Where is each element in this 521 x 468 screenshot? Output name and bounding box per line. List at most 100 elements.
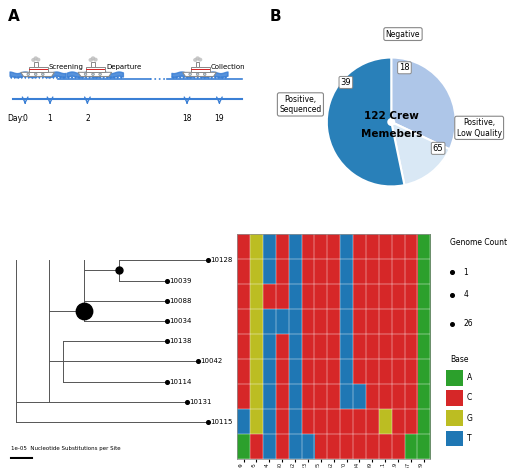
Polygon shape — [210, 76, 214, 79]
Text: 26: 26 — [463, 319, 473, 329]
Text: Memebers: Memebers — [361, 129, 422, 139]
Bar — [446, 431, 463, 446]
Polygon shape — [182, 76, 185, 79]
Circle shape — [27, 73, 30, 75]
Polygon shape — [113, 76, 116, 79]
Polygon shape — [23, 76, 27, 79]
Wedge shape — [327, 58, 404, 186]
Polygon shape — [191, 68, 210, 70]
Polygon shape — [62, 76, 66, 79]
Circle shape — [196, 73, 199, 75]
Polygon shape — [31, 76, 34, 79]
Polygon shape — [224, 76, 228, 79]
Polygon shape — [171, 76, 175, 79]
Bar — [446, 390, 463, 406]
Polygon shape — [91, 62, 95, 66]
Polygon shape — [189, 76, 192, 79]
Text: 18: 18 — [399, 63, 410, 72]
Polygon shape — [98, 76, 102, 79]
Polygon shape — [48, 76, 52, 79]
Polygon shape — [196, 76, 200, 79]
Polygon shape — [78, 76, 81, 79]
Polygon shape — [67, 76, 70, 79]
Polygon shape — [191, 66, 210, 73]
Polygon shape — [55, 76, 58, 79]
Text: 10114: 10114 — [169, 379, 191, 385]
Polygon shape — [203, 76, 206, 79]
Text: 18: 18 — [182, 114, 192, 123]
Text: 4: 4 — [463, 290, 468, 299]
Polygon shape — [95, 76, 98, 79]
Text: 10042: 10042 — [200, 358, 222, 365]
Polygon shape — [183, 73, 216, 76]
Polygon shape — [13, 76, 17, 79]
Polygon shape — [27, 76, 31, 79]
Point — [194, 358, 202, 365]
Text: C: C — [467, 394, 473, 402]
Text: B: B — [269, 9, 281, 24]
Circle shape — [91, 56, 95, 60]
Polygon shape — [29, 66, 48, 73]
Text: Base: Base — [450, 355, 468, 364]
Text: 0: 0 — [23, 114, 28, 123]
Point — [163, 378, 171, 386]
Point — [448, 320, 456, 328]
Text: 1: 1 — [47, 114, 53, 123]
Text: 10088: 10088 — [169, 298, 191, 304]
Text: 39: 39 — [341, 78, 351, 87]
Polygon shape — [217, 76, 220, 79]
Polygon shape — [196, 62, 200, 66]
Point — [183, 398, 192, 406]
Text: 19: 19 — [215, 114, 224, 123]
Text: T: T — [467, 434, 472, 443]
Point — [163, 317, 171, 325]
Polygon shape — [17, 76, 20, 79]
Polygon shape — [119, 76, 123, 79]
Polygon shape — [21, 73, 54, 76]
Wedge shape — [391, 58, 456, 149]
Circle shape — [31, 58, 36, 62]
Text: 10039: 10039 — [169, 278, 191, 284]
Polygon shape — [86, 66, 105, 73]
Polygon shape — [41, 76, 44, 79]
Text: Positive,
Low Quality: Positive, Low Quality — [457, 118, 502, 138]
Text: 65: 65 — [433, 144, 443, 153]
Circle shape — [203, 73, 206, 75]
Polygon shape — [88, 76, 91, 79]
Text: 10034: 10034 — [169, 318, 191, 324]
Text: 2: 2 — [85, 114, 90, 123]
Text: 10131: 10131 — [190, 399, 212, 405]
Circle shape — [89, 58, 93, 62]
Point — [115, 267, 123, 274]
Bar — [446, 370, 463, 386]
Polygon shape — [70, 76, 74, 79]
Polygon shape — [81, 76, 84, 79]
Text: 10128: 10128 — [210, 257, 232, 263]
Text: A: A — [467, 373, 473, 382]
Text: 10138: 10138 — [169, 338, 191, 344]
Polygon shape — [179, 76, 182, 79]
Text: Genome Count: Genome Count — [450, 239, 507, 248]
Polygon shape — [105, 76, 109, 79]
Point — [448, 291, 456, 299]
Polygon shape — [214, 76, 217, 79]
Polygon shape — [34, 62, 38, 66]
Polygon shape — [207, 76, 210, 79]
Circle shape — [99, 73, 102, 75]
Point — [163, 277, 171, 284]
Polygon shape — [185, 76, 189, 79]
Polygon shape — [59, 76, 62, 79]
Text: 10115: 10115 — [210, 419, 232, 425]
Polygon shape — [34, 76, 38, 79]
Circle shape — [198, 58, 202, 62]
Polygon shape — [74, 76, 77, 79]
Text: A: A — [8, 9, 19, 24]
Text: 1: 1 — [463, 268, 468, 277]
Circle shape — [42, 73, 44, 75]
Circle shape — [195, 56, 200, 60]
Polygon shape — [84, 76, 88, 79]
Polygon shape — [200, 76, 203, 79]
Circle shape — [34, 73, 37, 75]
Text: Screening: Screening — [49, 65, 84, 70]
Point — [204, 256, 213, 264]
